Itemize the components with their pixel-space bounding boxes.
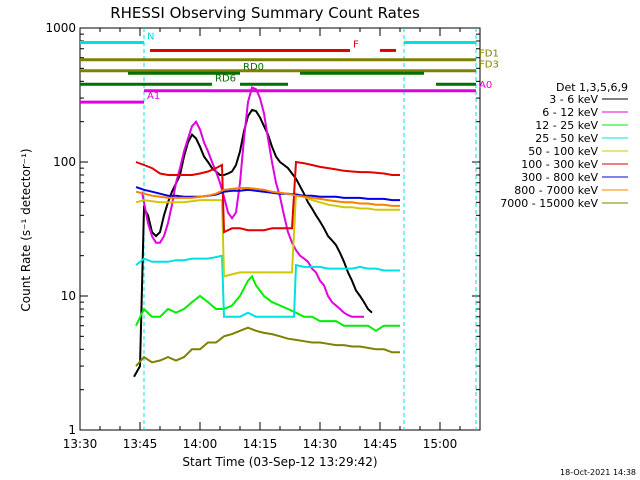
flag-label-n: N (147, 31, 154, 42)
chart-title: RHESSI Observing Summary Count Rates (110, 4, 420, 22)
y-tick-label: 100 (53, 155, 76, 169)
x-tick-label: 14:00 (183, 437, 218, 451)
series-line-2 (135, 274, 400, 332)
x-tick-label: 13:30 (63, 437, 98, 451)
series-line-8 (135, 326, 400, 367)
x-tick-label: 13:45 (123, 437, 158, 451)
flag-label-fd3: FD3 (479, 60, 499, 71)
y-tick-label: 10 (61, 289, 76, 303)
legend-label: 25 - 50 keV (535, 132, 598, 145)
series-line-1 (141, 86, 364, 318)
footer-date: 18-Oct-2021 14:38 (560, 468, 636, 477)
flag-label-fd1: FD1 (479, 49, 499, 60)
flag-label-f: F (353, 39, 359, 50)
legend-label: 7000 - 15000 keV (500, 197, 598, 210)
x-tick-label: 14:15 (243, 437, 278, 451)
legend-label: 100 - 300 keV (521, 158, 598, 171)
legend-title: Det 1,3,5,6,9 (556, 81, 628, 94)
x-tick-label: 15:00 (423, 437, 458, 451)
y-tick-label: 1 (68, 423, 76, 437)
legend-label: 300 - 800 keV (521, 171, 598, 184)
series-line-5 (135, 160, 400, 234)
x-axis-label: Start Time (03-Sep-12 13:29:42) (182, 455, 377, 469)
legend-label: 6 - 12 keV (542, 106, 598, 119)
series-line-6 (135, 186, 400, 202)
axis-ticks (79, 27, 481, 431)
legend-label: 50 - 100 keV (528, 145, 598, 158)
x-tick-label: 14:30 (303, 437, 338, 451)
flag-label-a0: A0 (479, 80, 492, 91)
legend-label: 12 - 25 keV (535, 119, 598, 132)
flag-label-rd6: RD6 (215, 73, 236, 84)
y-tick-label: 1000 (45, 21, 76, 35)
series-lines (133, 86, 400, 378)
x-tick-label: 14:45 (363, 437, 398, 451)
tick-labels: 13:30 13:45 14:00 14:15 14:30 14:45 15:00 1 10 10… (45, 21, 457, 451)
series-line-3 (135, 254, 400, 318)
flag-label-rd0: RD0 (243, 62, 264, 73)
legend-label: 3 - 6 keV (549, 93, 598, 106)
legend-label: 800 - 7000 keV (514, 184, 598, 197)
series-line-7 (135, 187, 400, 207)
attenuator-lines (143, 28, 477, 430)
flag-label-a1: A1 (147, 91, 160, 102)
y-axis-label: Count Rate (s⁻¹ detector⁻¹) (19, 148, 33, 311)
series-line-0 (133, 108, 373, 378)
series-line-4 (135, 192, 400, 278)
